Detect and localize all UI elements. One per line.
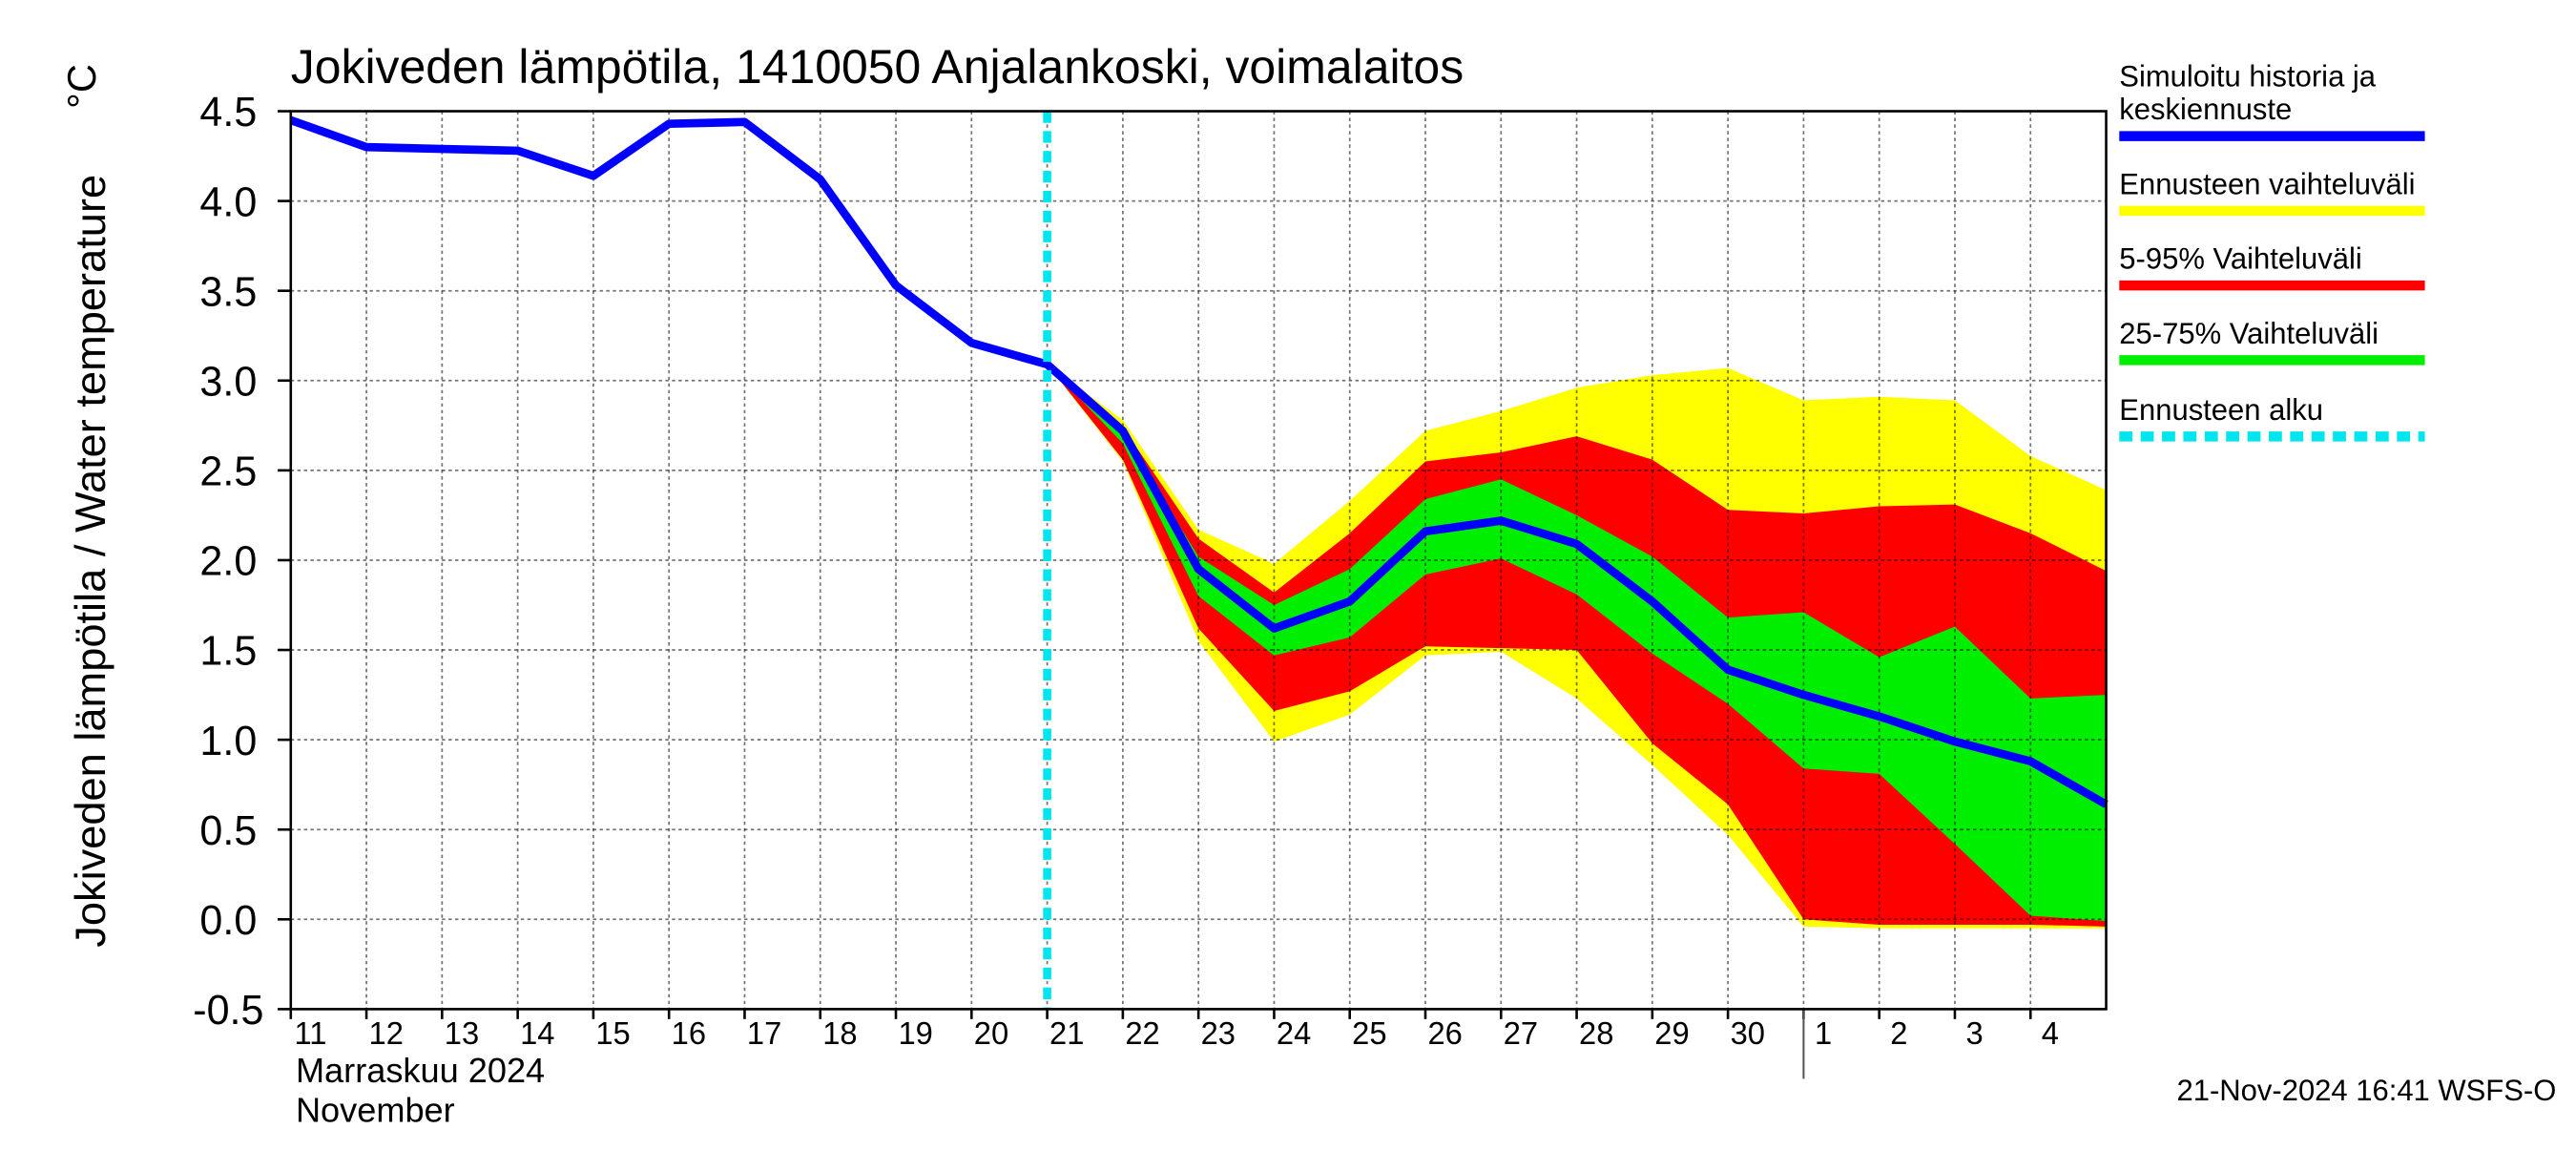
legend-label-box: 5-95% Vaihteluväli bbox=[2119, 241, 2362, 276]
x-tick-label: 27 bbox=[1504, 1015, 1538, 1051]
x-axis-label: Marraskuu 2024 bbox=[296, 1051, 545, 1090]
x-tick-label: 25 bbox=[1352, 1015, 1386, 1051]
y-tick-label: 4.0 bbox=[199, 179, 257, 225]
band bbox=[1047, 364, 2107, 922]
x-tick-label: 16 bbox=[672, 1015, 706, 1051]
x-tick-label: 28 bbox=[1579, 1015, 1613, 1051]
x-tick-label: 11 bbox=[294, 1015, 326, 1051]
line bbox=[289, 115, 2109, 808]
legend-label: Ennusteen alku bbox=[2119, 393, 2323, 427]
y-tick-label: 0.5 bbox=[199, 808, 257, 854]
legend-label-box: Ennusteen alku bbox=[2119, 393, 2323, 427]
footer: 21-Nov-2024 16:41 WSFS-O bbox=[2177, 1074, 2557, 1107]
x-tick-label: 4 bbox=[2042, 1015, 2059, 1051]
y-tick-label: 0.0 bbox=[199, 898, 257, 944]
x-tick-label: 29 bbox=[1654, 1015, 1689, 1051]
y-tick-label: 2.0 bbox=[199, 538, 257, 584]
legend-label-box: Simuloitu historia ja keskiennuste bbox=[2119, 59, 2377, 127]
y-axis-label: Jokiveden lämpötila / Water temperature bbox=[66, 175, 114, 948]
x-tick-label: 1 bbox=[1815, 1015, 1832, 1051]
y-tick-label: 4.5 bbox=[199, 90, 257, 136]
y-tick-label: -0.5 bbox=[193, 988, 263, 1034]
x-tick-label: 23 bbox=[1201, 1015, 1236, 1051]
x-axis-label: November bbox=[296, 1090, 455, 1129]
x-tick-label: 26 bbox=[1427, 1015, 1462, 1051]
x-tick-label: 24 bbox=[1277, 1015, 1311, 1051]
x-tick-label: 22 bbox=[1125, 1015, 1159, 1051]
y-axis-unit: °C bbox=[59, 64, 104, 109]
x-tick-label: 3 bbox=[1966, 1015, 1984, 1051]
x-tick-label: 19 bbox=[898, 1015, 932, 1051]
plot-frame bbox=[289, 110, 2108, 1011]
legend-label: Simuloitu historia ja keskiennuste bbox=[2119, 59, 2377, 127]
x-tick-label: 14 bbox=[520, 1015, 554, 1051]
legend-label: 5-95% Vaihteluväli bbox=[2119, 241, 2362, 276]
x-tick-label: 17 bbox=[747, 1015, 781, 1051]
x-tick-label: 21 bbox=[1049, 1015, 1084, 1051]
x-tick-label: 30 bbox=[1731, 1015, 1765, 1051]
x-tick-label: 20 bbox=[974, 1015, 1008, 1051]
y-tick-label: 3.0 bbox=[199, 359, 257, 405]
x-tick-label: 18 bbox=[822, 1015, 857, 1051]
y-tick-label: 3.5 bbox=[199, 269, 257, 315]
x-tick-label: 13 bbox=[445, 1015, 479, 1051]
y-tick-label: 1.0 bbox=[199, 719, 257, 764]
x-tick-label: 12 bbox=[369, 1015, 404, 1051]
legend-label-box: Ennusteen vaihteluväli bbox=[2119, 167, 2416, 201]
legend-label: 25-75% Vaihteluväli bbox=[2119, 317, 2379, 350]
x-tick-label: 15 bbox=[595, 1015, 630, 1051]
y-tick-label: 1.5 bbox=[199, 629, 257, 675]
legend-label: Ennusteen vaihteluväli bbox=[2119, 167, 2416, 201]
legend-label-box: 25-75% Vaihteluväli bbox=[2119, 317, 2379, 350]
chart-title: Jokiveden lämpötila, 1410050 Anjalankosk… bbox=[291, 40, 1464, 94]
x-tick-label: 2 bbox=[1890, 1015, 1907, 1051]
y-tick-label: 2.5 bbox=[199, 449, 257, 494]
